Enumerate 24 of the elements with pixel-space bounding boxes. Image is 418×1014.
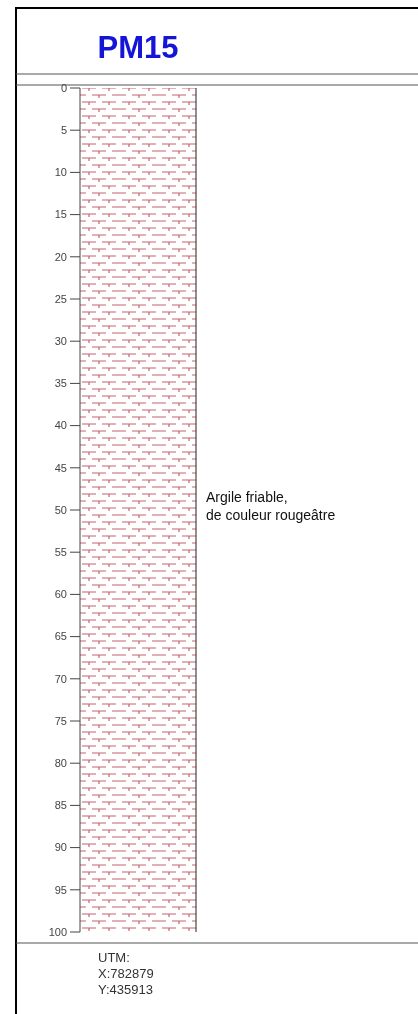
y-tick-label: 5	[60, 124, 67, 137]
y-tick-label: 30	[54, 335, 67, 348]
y-tick-label: 75	[54, 714, 67, 727]
y-tick-label: 100	[48, 925, 67, 938]
y-tick-label: 40	[54, 419, 67, 432]
annotation: Argile friable, de couleur rougeâtre	[206, 489, 336, 523]
y-tick-label: 95	[54, 883, 67, 896]
y-tick-label: 70	[54, 672, 67, 685]
y-tick-label: 60	[54, 588, 67, 601]
y-tick-label: 15	[54, 208, 67, 221]
y-tick-label: 90	[54, 841, 67, 854]
y-tick-label: 80	[54, 757, 67, 770]
y-tick-label: 50	[54, 503, 67, 516]
chart-title: PM15	[97, 30, 179, 65]
y-tick-label: 65	[54, 630, 67, 643]
y-tick-label: 45	[54, 461, 67, 474]
y-tick-label: 55	[54, 546, 67, 559]
y-tick-label: 0	[60, 81, 67, 94]
y-tick-label: 85	[54, 799, 67, 812]
text: UTM: X:782879 Y:435913	[98, 950, 154, 997]
y-tick-label: 10	[54, 166, 67, 179]
y-tick-label: 20	[54, 250, 67, 263]
y-tick-label: 35	[54, 377, 67, 390]
y-tick-label: 25	[54, 292, 67, 305]
